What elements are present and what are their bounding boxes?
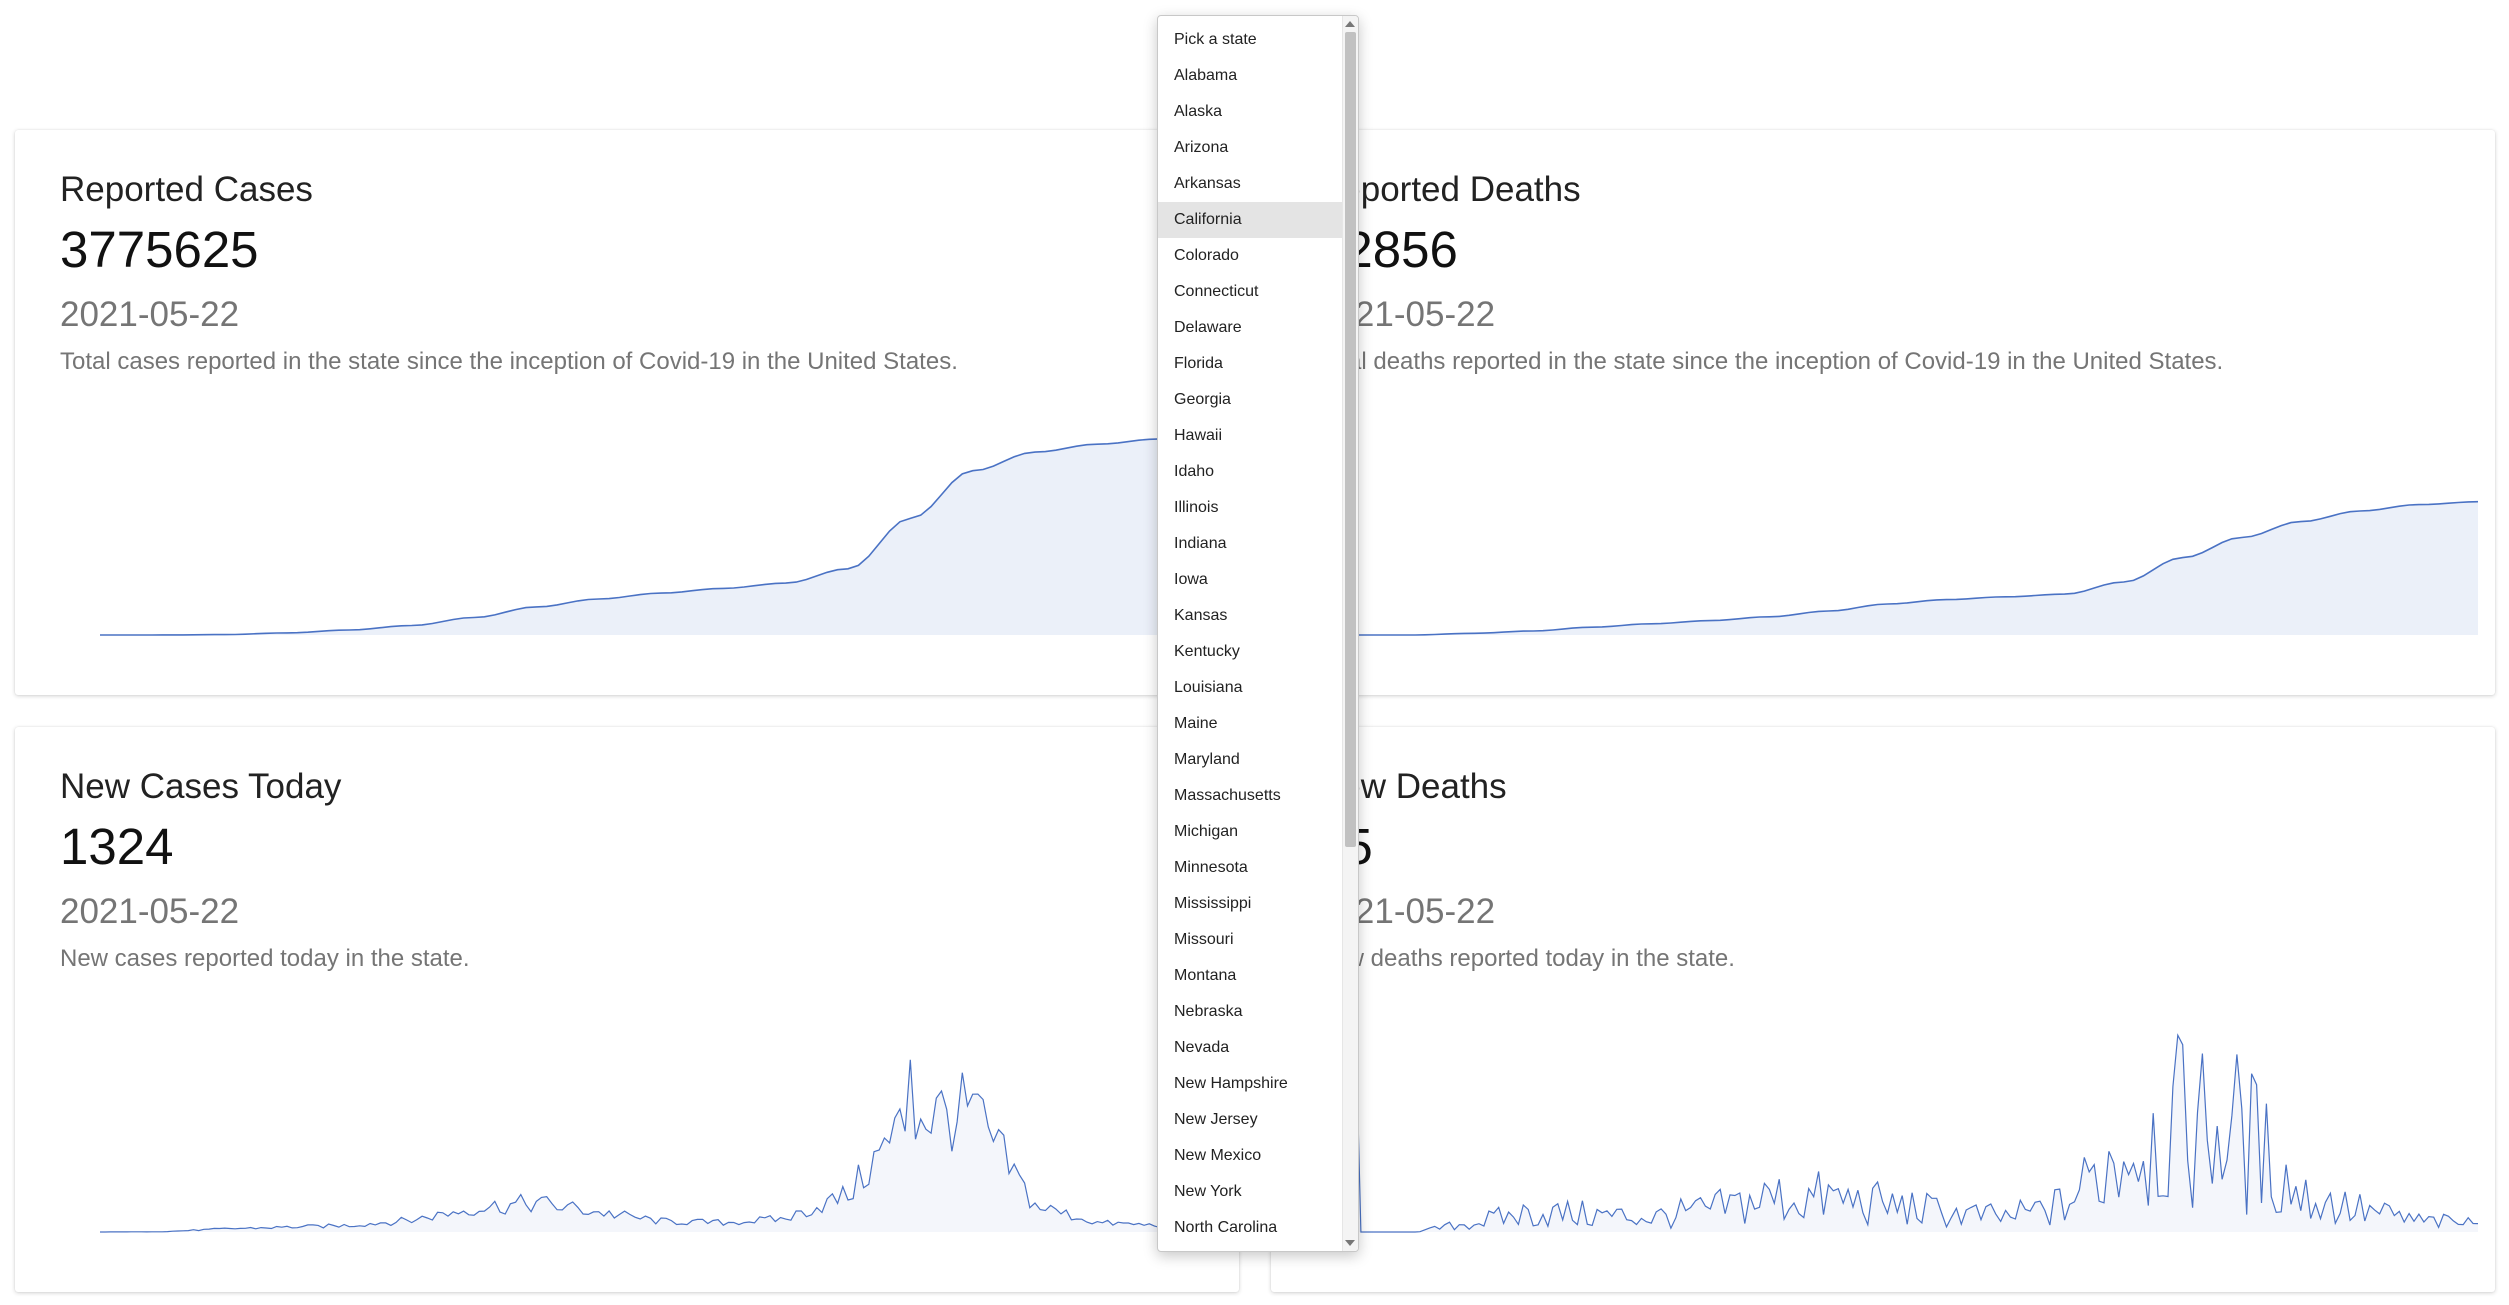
- scroll-up-icon[interactable]: [1345, 21, 1355, 27]
- new-cases-chart: [100, 1059, 1223, 1233]
- reported-deaths-description: Total deaths reported in the state since…: [1316, 348, 2224, 375]
- reported-cases-title: Reported Cases: [60, 170, 313, 209]
- state-option[interactable]: Alabama: [1174, 67, 1238, 84]
- series-line: [100, 1059, 1223, 1233]
- reported-cases-chart: [100, 434, 1223, 636]
- reported-cases-description: Total cases reported in the state since …: [60, 348, 958, 375]
- state-option[interactable]: Illinois: [1174, 499, 1219, 516]
- series-area-fill: [100, 434, 1222, 635]
- state-option[interactable]: North Carolina: [1174, 1219, 1278, 1236]
- state-option[interactable]: New York: [1174, 1183, 1242, 1200]
- series-area-fill: [100, 1059, 1222, 1232]
- state-option[interactable]: Nevada: [1174, 1039, 1230, 1056]
- state-option[interactable]: Connecticut: [1174, 283, 1259, 300]
- reported-cases-date: 2021-05-22: [60, 295, 240, 334]
- series-area-fill: [1356, 501, 2478, 635]
- state-option[interactable]: Nebraska: [1174, 1003, 1243, 1020]
- reported-deaths-title: Reported Deaths: [1316, 170, 1581, 209]
- reported-deaths-chart: [1356, 500, 2479, 636]
- state-option[interactable]: Montana: [1174, 967, 1237, 984]
- new-deaths-chart: [1355, 1033, 2479, 1233]
- new-cases-value: 1324: [60, 818, 174, 875]
- state-option[interactable]: Minnesota: [1174, 859, 1248, 876]
- state-option[interactable]: Missouri: [1174, 931, 1234, 948]
- state-option[interactable]: Arkansas: [1174, 175, 1241, 192]
- state-option[interactable]: Louisiana: [1174, 679, 1243, 696]
- state-option[interactable]: California: [1158, 202, 1342, 238]
- state-option[interactable]: Pick a state: [1174, 31, 1257, 48]
- new-cases-description: New cases reported today in the state.: [60, 945, 470, 972]
- state-option[interactable]: Colorado: [1174, 247, 1239, 264]
- state-option[interactable]: Maine: [1174, 715, 1218, 732]
- state-option[interactable]: Hawaii: [1174, 427, 1223, 444]
- state-option[interactable]: Massachusetts: [1174, 787, 1281, 804]
- state-option[interactable]: Maryland: [1174, 751, 1240, 768]
- state-option[interactable]: Alaska: [1174, 103, 1223, 120]
- dropdown-scrollbar[interactable]: [1342, 16, 1358, 1251]
- state-option[interactable]: New Hampshire: [1174, 1075, 1288, 1092]
- state-option[interactable]: Iowa: [1174, 571, 1208, 588]
- reported-deaths-card: Reported Deaths 62856 2021-05-22 Total d…: [1271, 130, 2495, 695]
- series-area-fill: [1356, 1035, 2478, 1232]
- series-line: [1355, 1033, 2479, 1233]
- new-cases-card: New Cases Today 1324 2021-05-22 New case…: [15, 727, 1239, 1292]
- new-cases-title: New Cases Today: [60, 767, 342, 806]
- series-line: [1356, 500, 2479, 636]
- state-options-list: Pick a state Alabama Alaska Arizona Arkansas…: [1158, 22, 1342, 1246]
- scrollbar-thumb[interactable]: [1345, 32, 1356, 847]
- state-option[interactable]: Michigan: [1174, 823, 1239, 840]
- state-option[interactable]: New Mexico: [1174, 1147, 1262, 1164]
- new-cases-date: 2021-05-22: [60, 892, 240, 931]
- new-deaths-description: New deaths reported today in the state.: [1316, 945, 1735, 972]
- state-option[interactable]: Arizona: [1174, 139, 1229, 156]
- state-option[interactable]: Delaware: [1174, 319, 1242, 336]
- reported-cases-card: Reported Cases 3775625 2021-05-22 Total …: [15, 130, 1239, 695]
- state-option[interactable]: Florida: [1174, 355, 1223, 372]
- new-deaths-card: New Deaths 35 2021-05-22 New deaths repo…: [1271, 727, 2495, 1292]
- state-option[interactable]: Mississippi: [1174, 895, 1252, 912]
- scroll-down-icon[interactable]: [1345, 1240, 1355, 1246]
- state-option[interactable]: Kansas: [1174, 607, 1228, 624]
- state-select-dropdown[interactable]: Pick a state Alabama Alaska Arizona Arkansas…: [1157, 15, 1359, 1252]
- state-option[interactable]: Kentucky: [1174, 643, 1240, 660]
- state-option[interactable]: Georgia: [1174, 391, 1231, 408]
- reported-cases-value: 3775625: [60, 221, 259, 278]
- state-option[interactable]: Indiana: [1174, 535, 1227, 552]
- state-option[interactable]: Idaho: [1174, 463, 1215, 480]
- series-line: [100, 434, 1223, 636]
- state-option[interactable]: New Jersey: [1174, 1111, 1258, 1128]
